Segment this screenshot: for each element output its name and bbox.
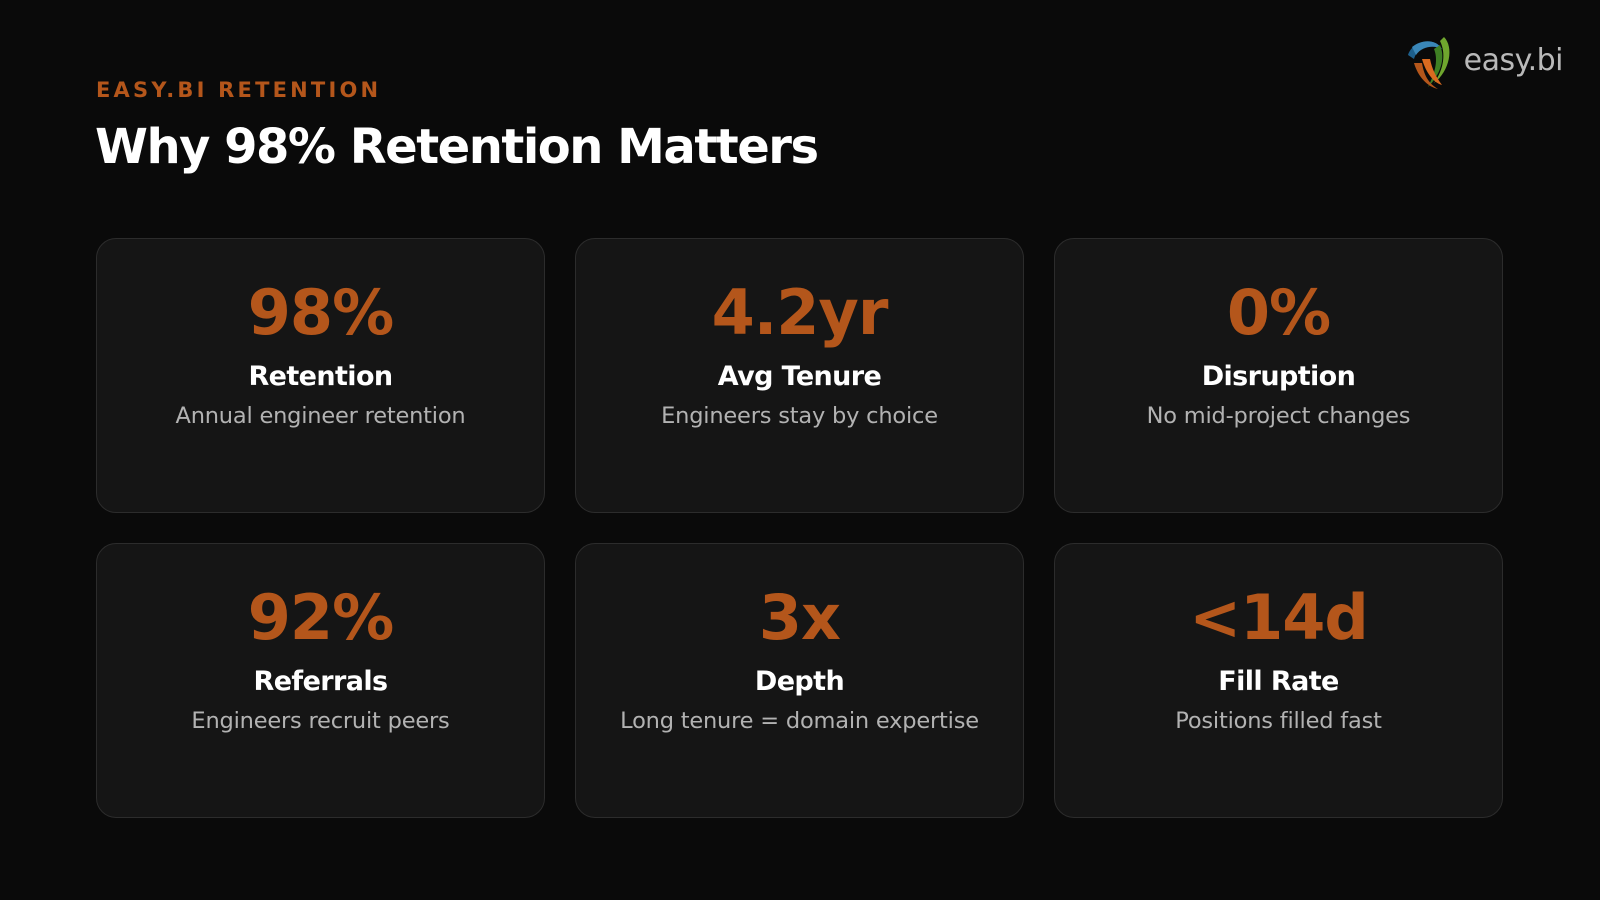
section-eyebrow: EASY.BI RETENTION [96,78,382,102]
metric-label: Referrals [253,666,389,697]
metric-cards-grid: 98% Retention Annual engineer retention … [96,238,1504,818]
metric-label: Avg Tenure [717,361,882,392]
metric-value: 0% [1226,276,1331,349]
metric-description: Positions filled fast [1175,708,1382,734]
brand-name: easy.bi [1463,42,1564,78]
metric-label: Depth [754,666,845,697]
metric-label: Disruption [1201,361,1356,392]
metric-value: 3x [758,581,841,654]
metric-description: No mid-project changes [1146,403,1411,429]
metric-description: Long tenure = domain expertise [620,708,979,734]
metric-value: 4.2yr [711,276,889,349]
brand-logo: easy.bi [1402,33,1564,91]
metric-card-fill-rate: <14d Fill Rate Positions filled fast [1054,543,1503,818]
metric-value: 98% [247,276,394,349]
metric-description: Annual engineer retention [175,403,466,429]
metric-card-disruption: 0% Disruption No mid-project changes [1054,238,1503,513]
easybi-logo-icon [1407,37,1450,89]
metric-label: Retention [248,361,393,392]
metric-description: Engineers stay by choice [661,403,938,429]
metric-card-retention: 98% Retention Annual engineer retention [96,238,545,513]
metric-value: <14d [1189,581,1369,654]
metric-value: 92% [247,581,394,654]
page-title: Why 98% Retention Matters [95,119,819,175]
metric-label: Fill Rate [1218,666,1339,697]
metric-card-depth: 3x Depth Long tenure = domain expertise [575,543,1024,818]
metric-description: Engineers recruit peers [191,708,450,734]
metric-card-avg-tenure: 4.2yr Avg Tenure Engineers stay by choic… [575,238,1024,513]
metric-card-referrals: 92% Referrals Engineers recruit peers [96,543,545,818]
